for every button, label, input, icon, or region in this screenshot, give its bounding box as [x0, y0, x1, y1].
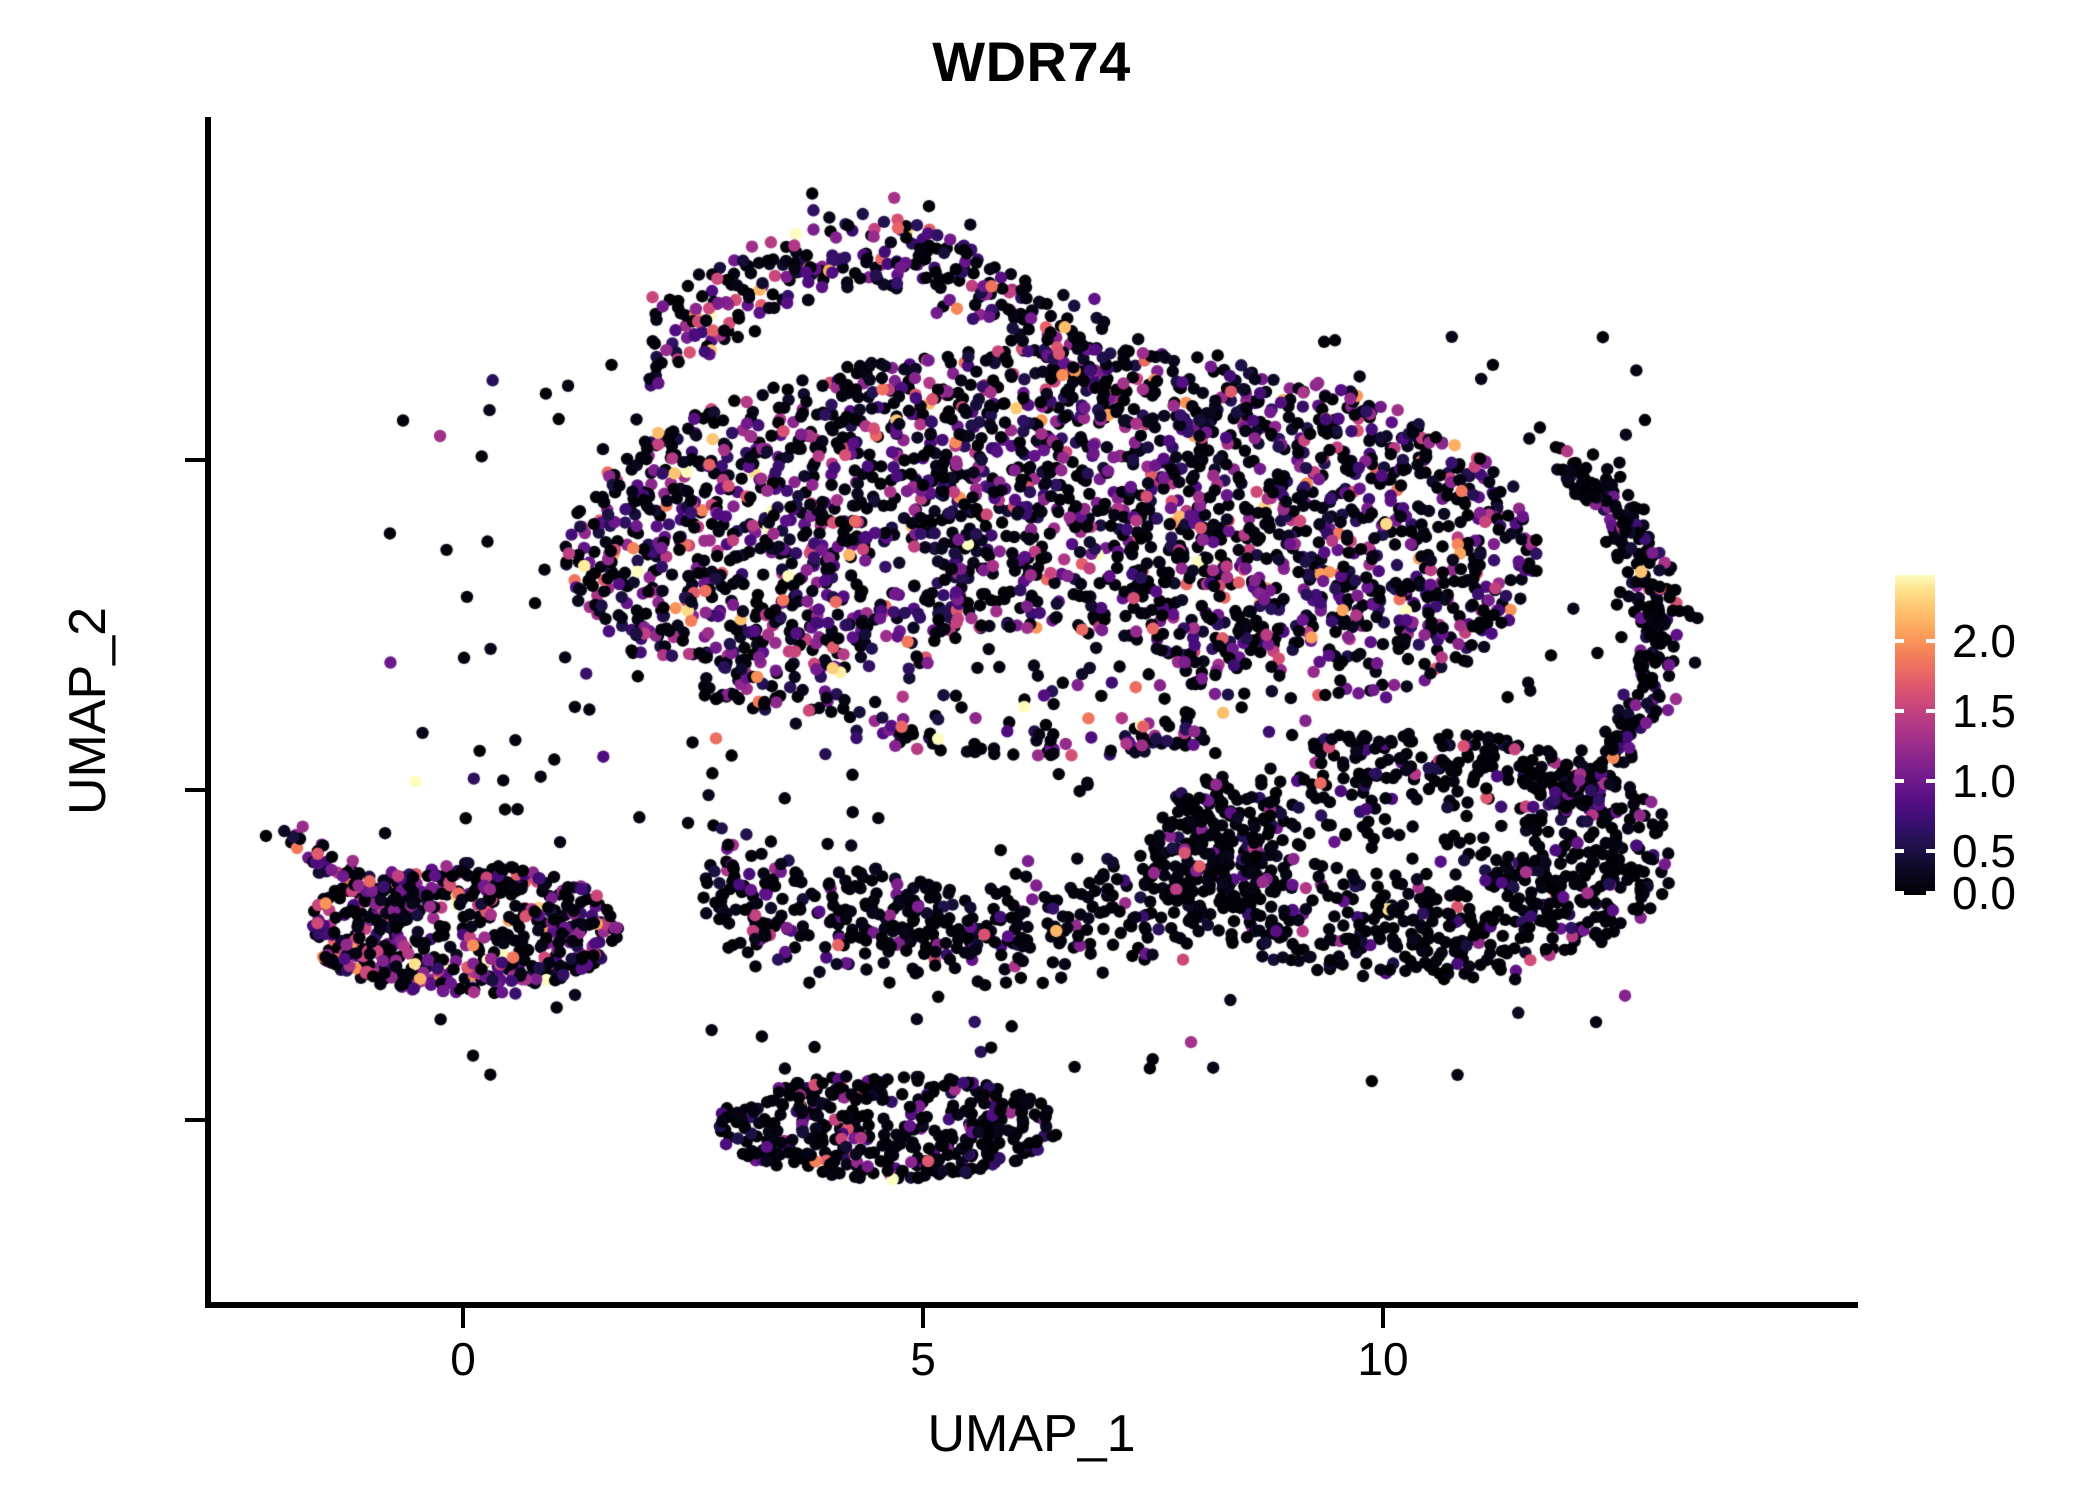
page-title: WDR74: [932, 30, 1131, 93]
colorbar-tick-1.0: [1895, 779, 1935, 783]
colorbar-label-0.5: 0.5: [1952, 825, 2016, 877]
y-axis-label: UMAP_2: [59, 606, 117, 816]
y-axis-line: [205, 117, 211, 1308]
colorbar-label-1.0: 1.0: [1952, 755, 2016, 807]
colorbar-tick-0.0: [1895, 891, 1935, 895]
colorbar-legend: 2.0 1.5 1.0 0.5 0.0: [1890, 570, 2090, 916]
plot-panel: [208, 117, 1855, 1305]
x-tick-label-10: 10: [1357, 1333, 1409, 1385]
y-tick-mark-10: [185, 458, 205, 462]
colorbar-gradient: [1895, 575, 1935, 895]
y-tick-mark-0: [185, 1118, 205, 1122]
colorbar-label-2.0: 2.0: [1952, 615, 2016, 667]
scatter-points-layer: [208, 117, 1855, 1305]
x-tick-mark-0: [461, 1308, 465, 1328]
x-axis-line: [205, 1302, 1858, 1308]
colorbar-label-1.5: 1.5: [1952, 685, 2016, 737]
x-tick-label-5: 5: [910, 1333, 936, 1385]
colorbar-tick-2.0: [1895, 639, 1935, 643]
colorbar-tick-0.5: [1895, 849, 1935, 853]
x-tick-mark-10: [1381, 1308, 1385, 1328]
x-axis-label: UMAP_1: [927, 1405, 1136, 1463]
y-tick-mark-5: [185, 788, 205, 792]
colorbar-label-0.0: 0.0: [1952, 867, 2016, 919]
x-tick-mark-5: [921, 1308, 925, 1328]
x-tick-label-0: 0: [450, 1333, 476, 1385]
colorbar-tick-1.5: [1895, 709, 1935, 713]
